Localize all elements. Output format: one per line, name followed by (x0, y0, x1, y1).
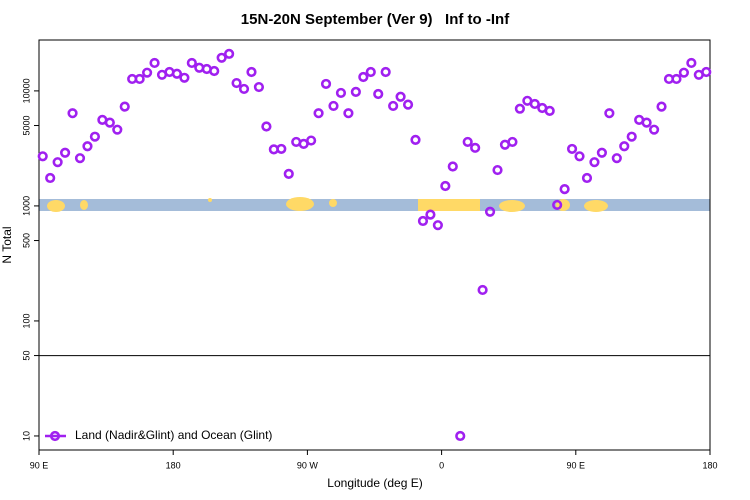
point (544, 105, 555, 117)
point (589, 157, 600, 168)
point (596, 147, 607, 158)
point (507, 136, 518, 148)
point (410, 134, 421, 145)
y-tick-label: 50 (21, 351, 31, 361)
point (224, 48, 235, 59)
point (484, 206, 496, 217)
chart-title: 15N-20N September (Ver 9) Inf to -Inf (241, 11, 510, 28)
x-tick-label: 90 W (297, 460, 319, 470)
point (604, 108, 615, 119)
point (119, 101, 130, 112)
point (619, 141, 630, 152)
point (52, 157, 63, 168)
point (74, 153, 86, 164)
x-tick-label: 180 (166, 460, 181, 470)
x-tick-label: 0 (439, 460, 444, 470)
point (238, 83, 250, 95)
y-tick-label: 10000 (21, 78, 31, 103)
y-tick-label: 500 (21, 233, 31, 248)
point (648, 124, 660, 135)
point (529, 98, 540, 110)
point (447, 161, 458, 172)
point (134, 73, 145, 85)
point (462, 136, 473, 148)
point (373, 88, 384, 100)
point (514, 103, 525, 114)
point (574, 151, 585, 162)
point (104, 117, 115, 128)
point (470, 142, 481, 153)
point (388, 100, 399, 112)
x-tick-label: 180 (702, 460, 717, 470)
point (686, 57, 697, 69)
point (186, 57, 197, 69)
point (380, 66, 391, 78)
point (641, 117, 652, 128)
point (440, 180, 451, 192)
point (276, 143, 287, 155)
point (142, 67, 153, 78)
x-axis-label: Longitude (deg E) (327, 476, 422, 490)
y-tick-label: 10 (21, 431, 31, 441)
point (678, 67, 690, 78)
point (552, 199, 563, 211)
point (171, 68, 183, 79)
point (477, 284, 488, 296)
legend-marker (49, 430, 61, 442)
point (59, 147, 71, 158)
y-tick-label: 5000 (21, 116, 31, 136)
point (432, 220, 443, 231)
point (313, 108, 324, 119)
y-tick-label: 100 (21, 313, 31, 328)
x-tick-label: 90 E (30, 460, 49, 470)
point (216, 52, 227, 63)
point (402, 99, 414, 110)
point (231, 77, 242, 89)
map-strip (39, 197, 710, 212)
legend-label: Land (Nadir&Glint) and Ocean (Glint) (75, 428, 272, 442)
point (306, 135, 317, 146)
point (581, 172, 593, 184)
point (283, 168, 294, 179)
point (365, 66, 376, 78)
point (455, 430, 466, 442)
point (328, 100, 339, 112)
point (425, 209, 436, 220)
point (149, 57, 160, 69)
point (656, 101, 667, 112)
point (89, 131, 101, 142)
point (492, 164, 503, 176)
point (253, 81, 265, 93)
point (261, 121, 272, 132)
point (335, 87, 347, 99)
point (701, 66, 712, 78)
point (45, 172, 56, 184)
point (179, 72, 190, 83)
point (559, 184, 570, 195)
y-axis-label: N Total (0, 226, 14, 263)
point (246, 66, 257, 78)
point (67, 108, 78, 119)
point (350, 86, 361, 98)
point (82, 141, 93, 152)
x-tick-label: 90 E (567, 460, 586, 470)
point (671, 73, 682, 85)
point (417, 215, 429, 227)
point (320, 78, 332, 90)
plot-frame (38, 39, 711, 451)
point (611, 153, 622, 164)
point (358, 71, 369, 83)
point (626, 131, 637, 142)
point (395, 91, 406, 102)
point (566, 143, 578, 155)
point (343, 108, 354, 119)
y-tick-label: 1000 (21, 196, 31, 216)
point (37, 151, 48, 162)
point (209, 65, 220, 77)
point (112, 124, 123, 135)
